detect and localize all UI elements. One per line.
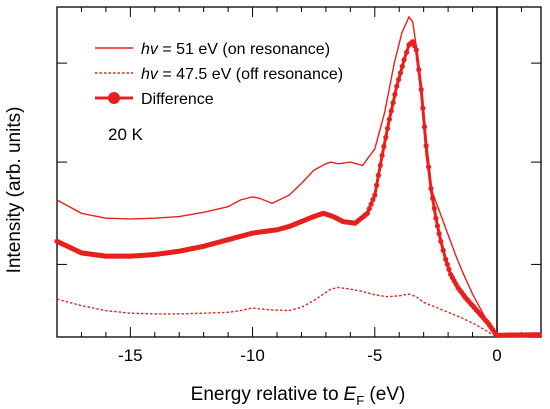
difference-point: [401, 57, 407, 63]
difference-point: [381, 143, 387, 149]
difference-point: [394, 83, 400, 89]
legend-symbol: hv: [141, 66, 159, 83]
series-difference-line: [56, 39, 541, 337]
difference-point: [386, 116, 392, 122]
difference-point: [375, 172, 381, 178]
legend-marker: [108, 92, 120, 104]
legend: hv = 51 eV (on resonance)hv = 47.5 eV (o…: [95, 41, 343, 108]
difference-point: [438, 238, 444, 244]
difference-point: [426, 164, 432, 170]
difference-point: [410, 39, 416, 45]
temperature-annotation: 20 K: [108, 125, 144, 144]
difference-point: [433, 215, 439, 221]
difference-point: [388, 108, 394, 114]
difference-point: [396, 77, 402, 83]
difference-point: [413, 47, 419, 53]
difference-point: [383, 134, 389, 140]
difference-point: [390, 100, 396, 106]
difference-point: [370, 197, 376, 203]
difference-point: [379, 152, 385, 159]
difference-point: [444, 261, 450, 267]
x-tick-label: 0: [492, 346, 501, 365]
legend-text: = 51 eV (on resonance): [158, 41, 330, 58]
legend-symbol: hv: [141, 41, 159, 58]
y-axis-label-text: Intensity (arb. units): [4, 107, 25, 274]
x-axis-label-subscript: F: [356, 393, 364, 408]
difference-point: [446, 266, 452, 272]
series-off-resonance-line: [56, 286, 542, 338]
difference-point: [436, 231, 442, 237]
x-axis-label-symbol: E: [344, 384, 357, 405]
difference-point: [364, 210, 370, 216]
difference-point: [420, 105, 426, 111]
difference-point: [399, 63, 405, 69]
difference-point: [440, 247, 446, 253]
difference-point: [372, 192, 378, 198]
x-tick-label: -15: [118, 346, 143, 365]
legend-label-0: hv = 51 eV (on resonance): [141, 41, 330, 58]
difference-point: [423, 143, 429, 149]
x-tick-label: -10: [240, 346, 265, 365]
legend-label-2: Difference: [141, 91, 214, 108]
difference-point: [421, 124, 428, 130]
legend-label-1: hv = 47.5 eV (off resonance): [141, 66, 343, 83]
x-tick-label: -5: [367, 346, 382, 365]
legend-text: = 47.5 eV (off resonance): [158, 66, 343, 83]
difference-point: [374, 182, 380, 188]
difference-point: [385, 125, 391, 131]
difference-point: [411, 43, 418, 49]
difference-point: [368, 201, 374, 207]
difference-point: [443, 256, 449, 262]
difference-point: [366, 206, 372, 212]
plot-area: -15 -10 -5 0: [54, 6, 542, 365]
x-axis-label-unit: (eV): [364, 384, 405, 405]
difference-point: [392, 91, 398, 98]
difference-point: [434, 223, 441, 229]
x-axis-label: Energy relative to EF (eV): [191, 384, 406, 408]
difference-point: [404, 49, 410, 56]
difference-point: [397, 70, 403, 76]
y-axis-label: Intensity (arb. units): [4, 107, 25, 274]
difference-point: [416, 67, 422, 73]
series-on-resonance-line: [56, 15, 542, 338]
difference-point: [418, 86, 424, 93]
difference-point: [430, 195, 436, 201]
plot-frame: [56, 6, 542, 338]
difference-point: [536, 332, 542, 338]
difference-point: [428, 185, 434, 192]
difference-point: [377, 162, 383, 168]
difference-point: [431, 205, 437, 211]
x-axis-label-text: Energy relative to: [191, 384, 339, 405]
